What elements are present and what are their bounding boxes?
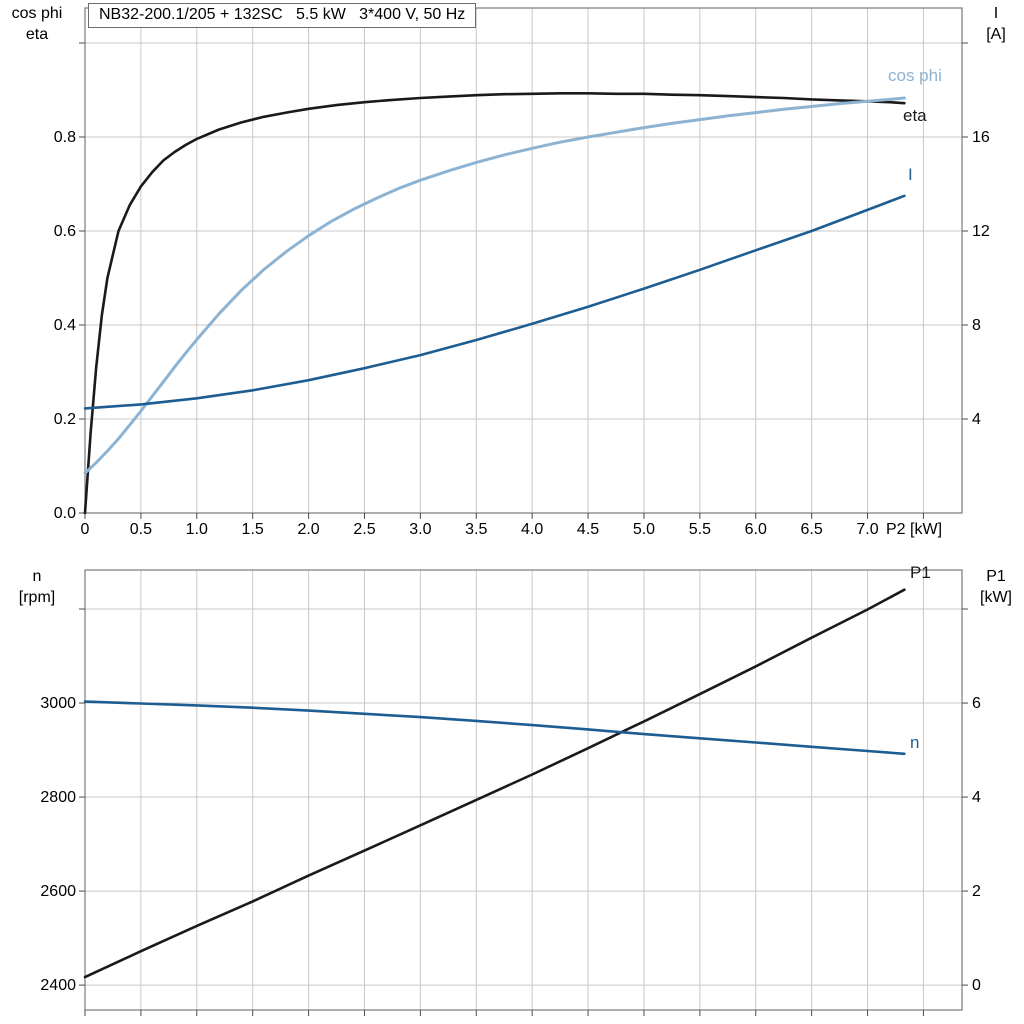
left-axis-tick-label: 2600 [40,883,76,900]
left-axis-tick-label: 0.6 [54,223,76,240]
kw-unit-label: [kW] [980,589,1012,606]
eta-axis-label: eta [25,26,49,43]
top-chart-right-axis-title: I [A] [972,3,1020,45]
left-axis-tick-label: 0.4 [54,317,76,334]
right-axis-tick-label: 6 [972,695,981,712]
right-axis-tick-label: 4 [972,789,981,806]
curve-label-n: n [910,733,919,752]
x-tick-label: 3.5 [465,521,487,538]
plot-border [84,569,963,1011]
top-chart-left-axis-title: cos phi eta [4,3,70,45]
x-axis-unit-label: P2 [kW] [886,521,942,538]
x-tick-label: 0 [81,521,90,538]
x-tick-label: 2.0 [297,521,319,538]
right-axis-tick-label: 12 [972,223,990,240]
right-axis-tick-label: 4 [972,411,981,428]
x-tick-label: 1.0 [186,521,208,538]
rpm-unit-label: [rpm] [18,589,56,606]
x-tick-label: 0.5 [130,521,152,538]
right-axis-tick-label: 2 [972,883,981,900]
right-axis-tick-label: 16 [972,129,990,146]
x-tick-label: 6.5 [801,521,823,538]
curve-label-eta: eta [903,106,927,125]
left-axis-tick-label: 2800 [40,789,76,806]
x-tick-label: 7.0 [856,521,878,538]
current-axis-label: I [993,5,999,22]
x-tick-label: 1.5 [242,521,264,538]
bottom-chart: 2400 2600 2800 3000 0 2 4 6 P1 n [40,563,981,1016]
pump-title: NB32-200.1/205 + 132SC 5.5 kW 3*400 V, 5… [88,3,477,28]
curve-eta [83,92,906,515]
left-axis-tick-label: 2400 [40,977,76,994]
x-tick-label: 6.0 [745,521,767,538]
x-tick-label: 4.5 [577,521,599,538]
bottom-chart-left-axis-title: n [rpm] [4,566,70,608]
x-tick-label: 2.5 [353,521,375,538]
curve-i [83,194,906,410]
x-tick-label: 5.5 [689,521,711,538]
x-tick-label: 5.0 [633,521,655,538]
plot-border [84,7,963,514]
curve-label-i: I [908,165,913,184]
curve-n [83,700,906,756]
curve-label-cos-phi: cos phi [888,66,942,85]
curve-cos-phi [83,96,906,475]
ampere-unit-label: [A] [986,26,1006,43]
left-axis-tick-label: 0.0 [54,505,76,522]
right-axis-tick-label: 8 [972,317,981,334]
x-tick-label: 3.0 [409,521,431,538]
top-chart: 0 0.5 1.0 1.5 2.0 2.5 3.0 3.5 4.0 4.5 5.0 5.5 6.0 6.5… [54,7,990,538]
cos-phi-axis-label: cos phi [11,5,63,22]
left-axis-tick-label: 0.2 [54,411,76,428]
right-axis-tick-label: 0 [972,977,981,994]
speed-axis-label: n [32,568,42,585]
left-axis-tick-label: 3000 [40,695,76,712]
left-axis-tick-label: 0.8 [54,129,76,146]
curve-label-p1: P1 [910,563,931,582]
curve-p1 [83,588,906,979]
bottom-chart-right-axis-title: P1 [kW] [972,566,1020,608]
p1-axis-label: P1 [986,568,1006,585]
x-tick-label: 4.0 [521,521,543,538]
